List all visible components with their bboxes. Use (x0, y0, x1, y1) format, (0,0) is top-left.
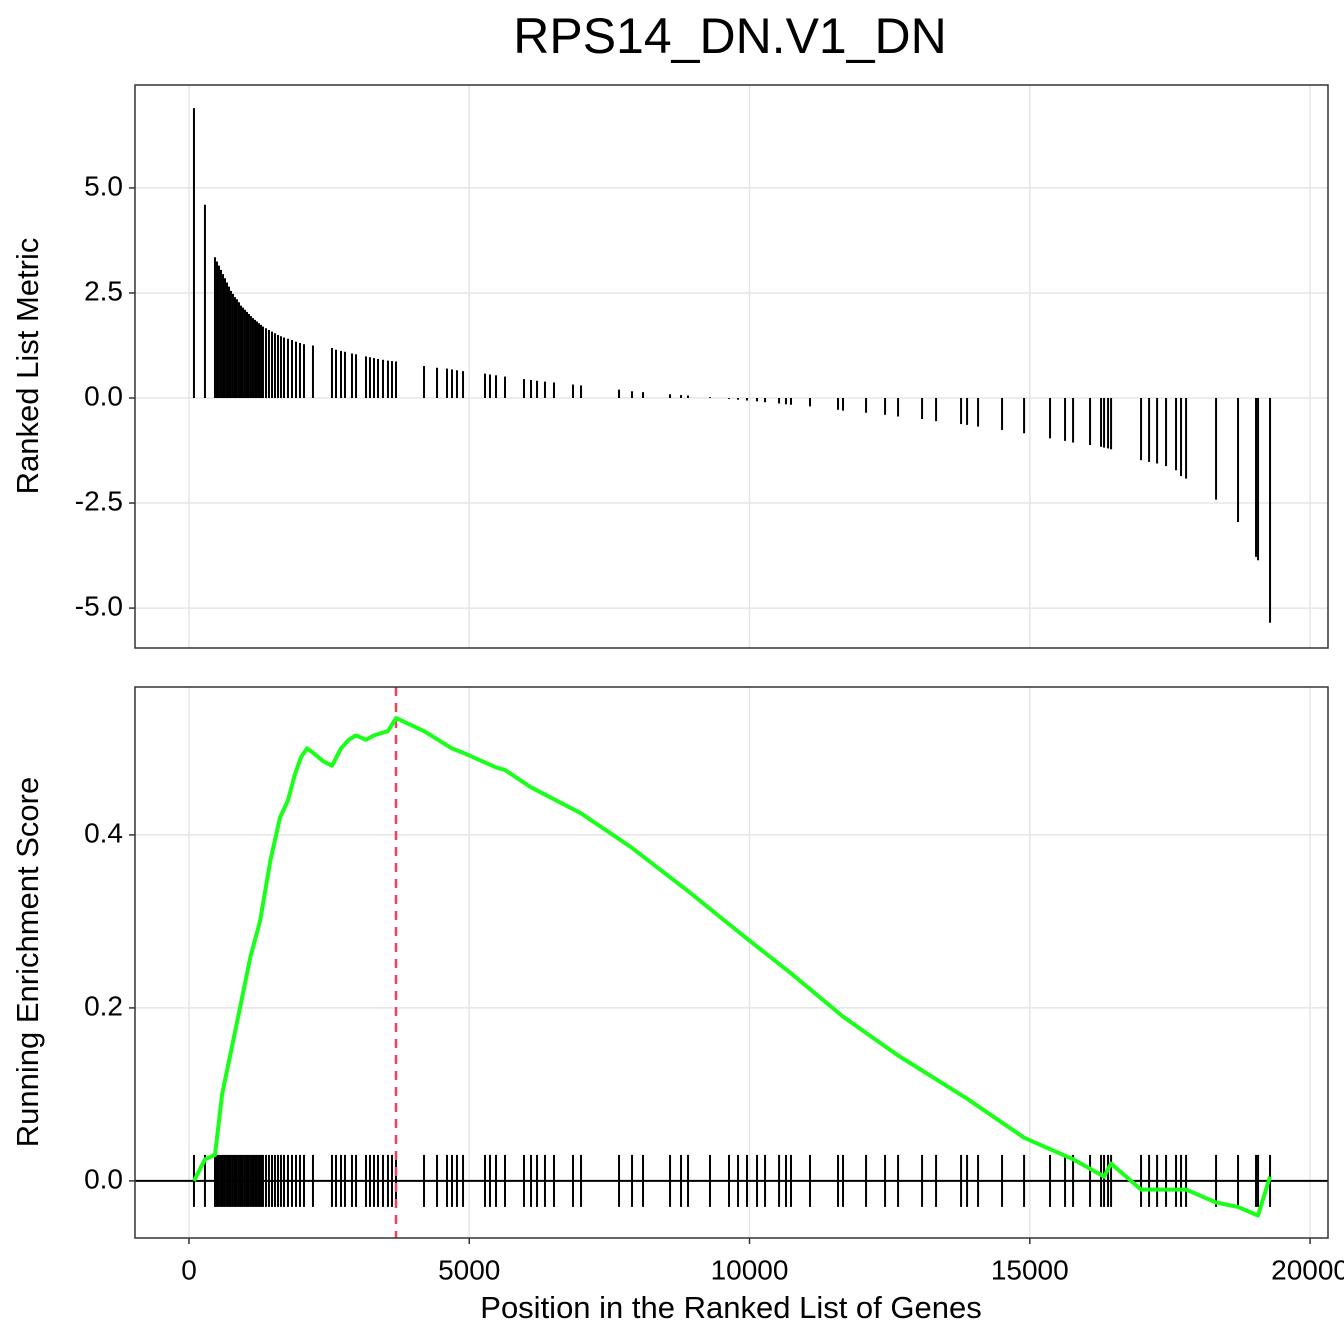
panel-border (134, 84, 1329, 649)
y-tick-label: 0.0 (84, 1163, 123, 1194)
panel-background (135, 85, 1328, 648)
x-tick-label: 20000 (1271, 1254, 1344, 1285)
y-axis-title: Ranked List Metric (10, 238, 45, 495)
y-tick-label: 0.0 (84, 380, 123, 411)
y-tick-label: -5.0 (75, 590, 123, 621)
x-tick-label: 15000 (991, 1254, 1069, 1285)
y-tick-label: 0.4 (84, 817, 123, 848)
y-tick-label: 0.2 (84, 990, 123, 1021)
x-tick-label: 0 (181, 1254, 197, 1285)
y-tick-label: -2.5 (75, 485, 123, 516)
y-tick-label: 2.5 (84, 275, 123, 306)
x-axis-title: Position in the Ranked List of Genes (480, 1290, 981, 1325)
x-tick-label: 5000 (438, 1254, 500, 1285)
panel-background (135, 687, 1328, 1238)
y-axis-title: Running Enrichment Score (10, 777, 45, 1147)
y-tick-label: 5.0 (84, 170, 123, 201)
enrichment-line (192, 716, 1272, 1218)
chart-title: RPS14_DN.V1_DN (513, 8, 947, 64)
x-tick-label: 10000 (711, 1254, 789, 1285)
panel-border (134, 686, 1329, 1239)
